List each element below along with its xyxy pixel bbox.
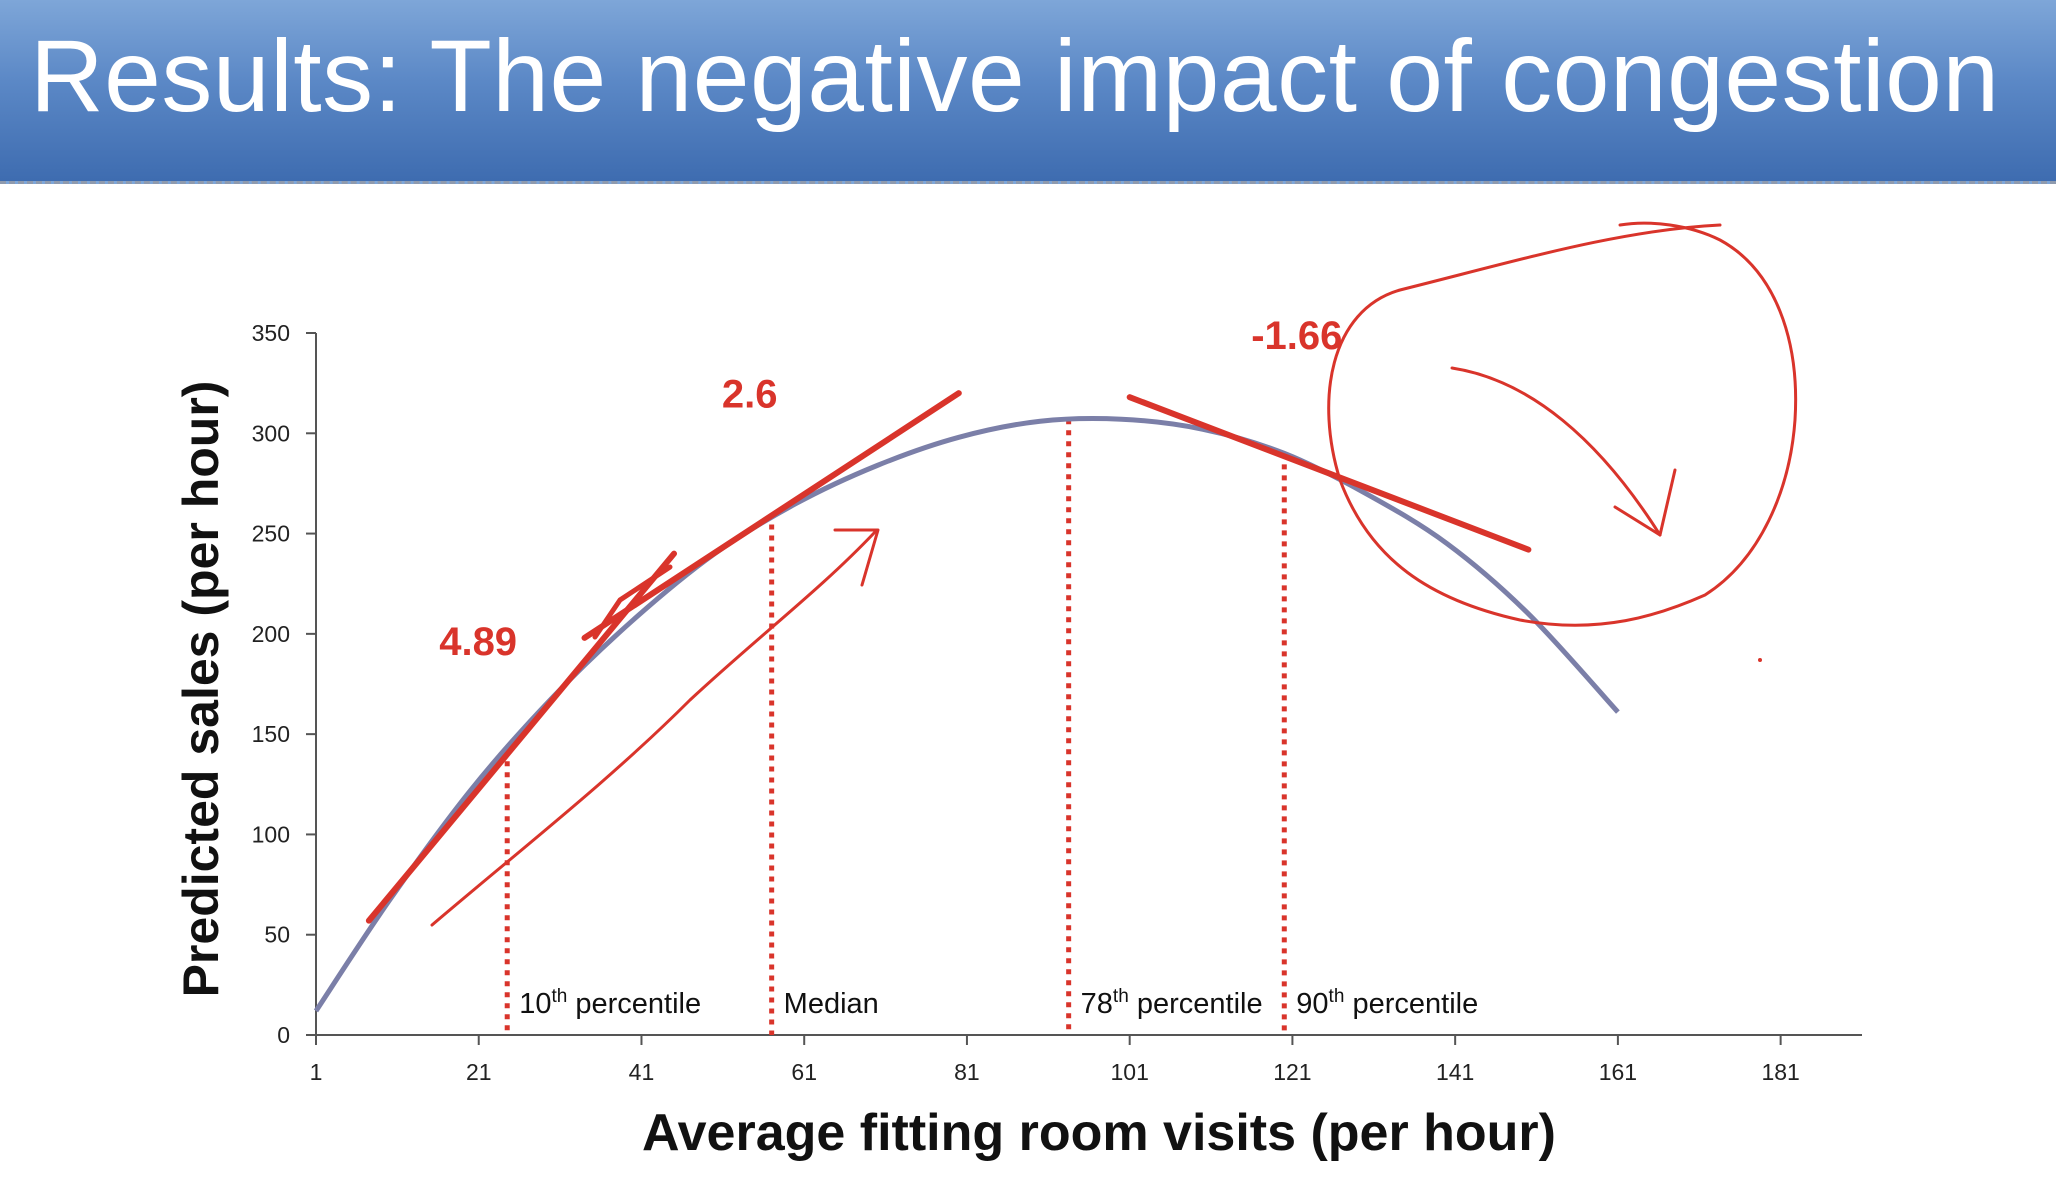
- x-tick-label: 101: [1110, 1059, 1148, 1085]
- x-tick-label: 41: [629, 1059, 655, 1085]
- reference-label: 10th percentile: [519, 986, 701, 1020]
- y-tick-label: 50: [264, 922, 290, 948]
- circle-annotation: [1327, 221, 1798, 627]
- reference-lines: 10th percentile Median 78th percentile 90th…: [504, 419, 1478, 1035]
- ink-dot: [1758, 658, 1762, 662]
- reference-label: 78th percentile: [1081, 986, 1263, 1020]
- y-tick-label: 100: [252, 821, 290, 847]
- x-tick-label: 181: [1761, 1059, 1799, 1085]
- slope-tangent-line: [581, 390, 962, 641]
- y-tick-label: 200: [252, 621, 290, 647]
- reference-label: 90th percentile: [1296, 986, 1478, 1020]
- y-tick-label: 300: [252, 420, 290, 446]
- arrow-down-curve: [1450, 366, 1662, 537]
- arrow-down-left-curve: [592, 564, 673, 640]
- y-tick-label: 150: [252, 721, 290, 747]
- arrow-down-head: [1613, 468, 1677, 537]
- x-tick-label: 21: [466, 1059, 492, 1085]
- series-line: [313, 416, 1620, 1013]
- title-bar: Results: The negative impact of congesti…: [0, 0, 2056, 184]
- y-axis-label: Predicted sales (per hour): [173, 381, 229, 998]
- slope-annotations: 4.89 2.6 -1.66: [365, 314, 1532, 924]
- x-tick-label: 161: [1599, 1059, 1637, 1085]
- y-tick-label: 350: [252, 320, 290, 346]
- y-tick-label: 0: [277, 1022, 290, 1048]
- axes: 1 21 41 61 81 101 121 141 161 1810501001502002503…: [173, 320, 1862, 1162]
- x-tick-label: 141: [1436, 1059, 1474, 1085]
- y-tick-label: 250: [252, 521, 290, 547]
- x-tick-label: 61: [791, 1059, 817, 1085]
- x-tick-label: 121: [1273, 1059, 1311, 1085]
- slope-label: 4.89: [439, 620, 517, 664]
- slide-title: Results: The negative impact of congesti…: [30, 19, 2000, 133]
- x-tick-label: 81: [954, 1059, 980, 1085]
- slope-label: -1.66: [1251, 314, 1342, 358]
- slope-tangent-line: [1126, 394, 1532, 553]
- arrow-up-head: [833, 528, 880, 587]
- arrow-up-curve: [430, 530, 877, 927]
- reference-label: Median: [784, 988, 879, 1020]
- x-tick-label: 1: [310, 1059, 323, 1085]
- slope-label: 2.6: [722, 372, 778, 416]
- hand-drawn-annotations: [430, 221, 1798, 927]
- x-axis-label: Average fitting room visits (per hour): [642, 1104, 1556, 1162]
